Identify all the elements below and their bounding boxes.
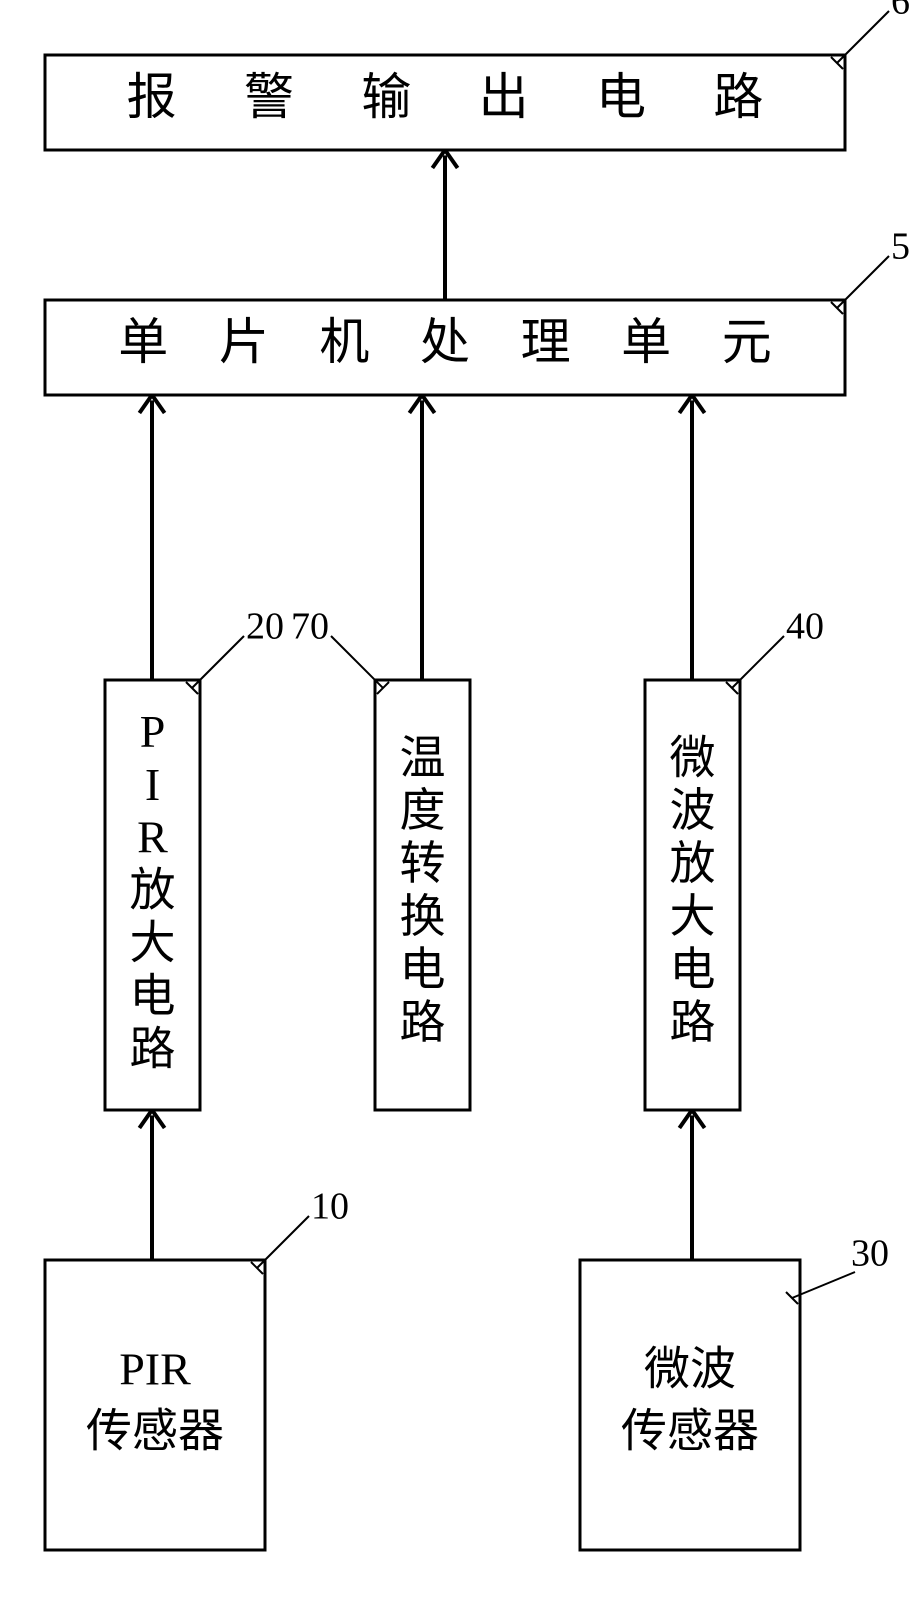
node-mcu: 单片机处理单元 — [45, 300, 845, 395]
node-label-mw_amp-c1: 波 — [670, 785, 716, 836]
node-label-temp_conv-c0: 温 — [400, 732, 446, 783]
node-label-alarm-c4: 电 — [596, 69, 646, 125]
node-label-mw_sensor-1: 传感器 — [621, 1406, 759, 1457]
node-label-mw_amp-c4: 电 — [670, 944, 716, 995]
node-label-mw_amp-c5: 路 — [670, 997, 716, 1048]
node-label-temp_conv-c5: 路 — [400, 997, 446, 1048]
node-label-temp_conv-c1: 度 — [400, 785, 446, 836]
node-label-mw_sensor-0: 微波 — [644, 1344, 736, 1395]
node-label-pir_amp-c5: 电 — [130, 970, 176, 1021]
node-label-mw_amp-c0: 微 — [670, 732, 716, 783]
node-label-mw_amp-c2: 放 — [670, 838, 716, 889]
node-label-pir_amp-c2: R — [137, 812, 168, 863]
node-label-alarm-c2: 输 — [361, 69, 411, 125]
node-label-mcu-c5: 单 — [621, 314, 671, 370]
node-label-pir_amp-c4: 大 — [130, 917, 176, 968]
node-label-pir_amp-c1: I — [145, 759, 160, 810]
node-mw_amp: 微波放大电路 — [645, 680, 740, 1110]
ref-label-temp_conv: 70 — [291, 606, 329, 648]
node-label-pir_amp-c6: 路 — [130, 1023, 176, 1074]
node-alarm: 报警输出电路 — [45, 55, 845, 150]
node-pir_sensor: PIR 传感器 — [45, 1260, 265, 1550]
diagram-root: PIR传感器10微波传感器30PIR放大电路20温度转换电路70微波放大电路40… — [0, 0, 910, 1607]
node-label-pir_sensor-1: 传感器 — [86, 1406, 224, 1457]
node-pir_amp: PIR放大电路 — [105, 680, 200, 1110]
ref-label-alarm: 60 — [891, 0, 910, 23]
node-label-mw_amp-c3: 大 — [670, 891, 716, 942]
ref-label-pir_amp: 20 — [246, 606, 284, 648]
node-label-mcu-c3: 处 — [420, 314, 470, 370]
node-label-temp_conv-c3: 换 — [400, 891, 446, 942]
node-label-alarm-c5: 路 — [713, 69, 763, 125]
node-mw_sensor: 微波传感器 — [580, 1260, 800, 1550]
node-label-pir_sensor-0: PIR — [119, 1344, 191, 1395]
node-label-alarm-c1: 警 — [244, 69, 294, 125]
node-label-pir_amp-c3: 放 — [130, 865, 176, 916]
node-label-mcu-c0: 单 — [118, 314, 168, 370]
ref-label-pir_sensor: 10 — [311, 1186, 349, 1228]
node-label-mcu-c1: 片 — [219, 314, 269, 370]
node-label-alarm-c3: 出 — [479, 69, 529, 125]
node-label-alarm-c0: 报 — [127, 69, 177, 125]
node-label-mcu-c4: 理 — [521, 314, 571, 370]
ref-label-mw_amp: 40 — [786, 606, 824, 648]
node-label-temp_conv-c2: 转 — [400, 838, 446, 889]
block-diagram: PIR传感器10微波传感器30PIR放大电路20温度转换电路70微波放大电路40… — [0, 0, 910, 1607]
node-label-mcu-c2: 机 — [319, 314, 369, 370]
node-temp_conv: 温度转换电路 — [375, 680, 470, 1110]
node-label-temp_conv-c4: 电 — [400, 944, 446, 995]
node-label-mcu-c6: 元 — [722, 314, 772, 370]
ref-label-mcu: 50 — [891, 226, 910, 268]
ref-label-mw_sensor: 30 — [851, 1233, 889, 1275]
node-label-pir_amp-c0: P — [140, 706, 166, 757]
